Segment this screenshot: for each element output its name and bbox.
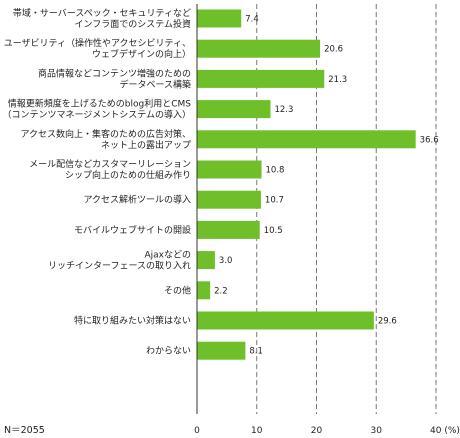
category-label-line: 帯域・サーバースペック・セキュリティなど	[13, 7, 191, 19]
value-labels: 7.4 20.6 21.3 12.3 36.6 10.8 10.7 10.5 3.0 2.2 29.…	[214, 15, 438, 357]
value-label: 20.6	[324, 45, 343, 55]
bar	[197, 130, 416, 149]
value-label: 21.3	[328, 75, 347, 85]
value-label: 3.0	[219, 256, 233, 266]
tick-label: 40 (%)	[430, 426, 460, 436]
category-label-line: 商品情報などコンテンツ増強のための	[38, 67, 191, 79]
bar	[197, 190, 261, 209]
category-label-line: ネット上の露出アップ	[101, 139, 191, 151]
value-label: 36.6	[420, 135, 439, 145]
category-label: Ajaxなどのリッチインターフェースの取り入れ	[48, 250, 191, 272]
bars	[197, 9, 416, 360]
value-label: 7.4	[245, 15, 259, 25]
category-label-line: その他	[164, 284, 191, 296]
category-label-line: Ajaxなどの	[145, 250, 192, 261]
category-label: アクセス解析ツールの導入	[83, 194, 191, 206]
category-label-line: 情報更新頻度を上げるためのblog利用とCMS	[8, 98, 191, 110]
category-label: ユーザビリティ（操作性やアクセシビリティ、ウェブデザインの向上）	[4, 37, 191, 60]
category-labels: 帯域・サーバースペック・セキュリティなどインフラ面でのシステム投資ユーザビリティ…	[2, 7, 191, 357]
bar	[197, 69, 325, 88]
category-label-line: わからない	[146, 346, 191, 357]
bar	[197, 160, 262, 179]
category-label: アクセス数向上・集客のための広告対策、ネット上の露出アップ	[20, 128, 191, 151]
category-label-line: リッチインターフェースの取り入れ	[48, 261, 191, 272]
category-label-line: ユーザビリティ（操作性やアクセシビリティ、	[4, 37, 191, 49]
value-label: 8.1	[249, 347, 263, 357]
tick-label: 30	[371, 426, 383, 436]
value-label: 10.8	[266, 166, 285, 176]
category-label-line: メール配信などカスタマーリレーション	[29, 158, 191, 170]
category-label: メール配信などカスタマーリレーションシップ向上のための仕組み作り	[29, 158, 191, 181]
bar	[197, 100, 271, 119]
category-label-line: （コンテンツマネージメントシステムの導入）	[2, 109, 191, 121]
bar	[197, 281, 211, 300]
bar	[197, 220, 260, 239]
category-label-line: ウェブデザインの向上）	[92, 48, 191, 60]
tick-label: 0	[194, 426, 200, 436]
category-label-line: 特に取り組みたい対策はない	[74, 315, 191, 327]
category-label: わからない	[146, 346, 191, 357]
bar	[197, 9, 242, 28]
tick-label: 20	[311, 426, 323, 436]
category-label-line: シップ向上のための仕組み作り	[65, 169, 191, 181]
bar	[197, 39, 321, 58]
category-label-line: データベース構築	[119, 78, 191, 90]
sample-size-note: N＝2055	[4, 425, 45, 436]
tick-label: 10	[251, 426, 263, 436]
value-label: 12.3	[274, 105, 293, 115]
category-label: その他	[164, 284, 191, 296]
category-label: 情報更新頻度を上げるためのblog利用とCMS （コンテンツマネージメントシステム…	[2, 98, 191, 121]
category-label-line: アクセス解析ツールの導入	[83, 194, 191, 206]
category-label-line: アクセス数向上・集客のための広告対策、	[20, 128, 191, 140]
value-label: 29.6	[378, 317, 397, 327]
bar	[197, 311, 374, 330]
category-label: 帯域・サーバースペック・セキュリティなどインフラ面でのシステム投資	[13, 7, 191, 30]
category-label-line: モバイルウェブサイトの開設	[74, 224, 191, 236]
category-label: 商品情報などコンテンツ増強のためのデータベース構築	[38, 67, 191, 90]
gridlines	[256, 4, 437, 414]
bar	[197, 251, 215, 270]
value-label: 10.7	[265, 196, 284, 206]
bar	[197, 341, 246, 360]
category-label: 特に取り組みたい対策はない	[74, 315, 191, 327]
category-label: モバイルウェブサイトの開設	[74, 224, 191, 236]
tick-labels: 0 10 20 30 40 (%)	[194, 426, 460, 436]
value-label: 10.5	[264, 226, 283, 236]
category-label-line: インフラ面でのシステム投資	[75, 18, 191, 30]
value-label: 2.2	[214, 286, 228, 296]
